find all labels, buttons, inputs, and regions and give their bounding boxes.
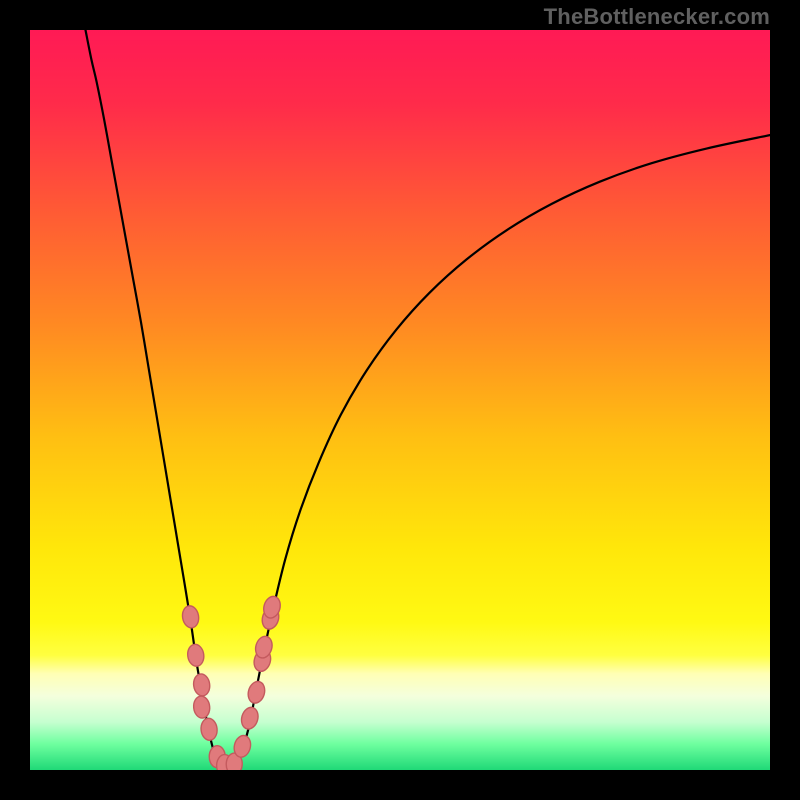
curve-layer xyxy=(30,30,770,770)
outer-frame: TheBottlenecker.com xyxy=(0,0,800,800)
bead-marker xyxy=(186,643,205,667)
bead-marker xyxy=(192,673,211,697)
bead-marker xyxy=(200,718,218,742)
bead-marker xyxy=(239,705,260,731)
bead-marker xyxy=(181,605,201,629)
plot-area xyxy=(30,30,770,770)
curve-left_branch xyxy=(86,30,229,769)
watermark-text: TheBottlenecker.com xyxy=(544,4,770,30)
curve-right_branch xyxy=(228,135,770,769)
bead-marker xyxy=(246,680,267,706)
bead-marker xyxy=(193,695,211,719)
